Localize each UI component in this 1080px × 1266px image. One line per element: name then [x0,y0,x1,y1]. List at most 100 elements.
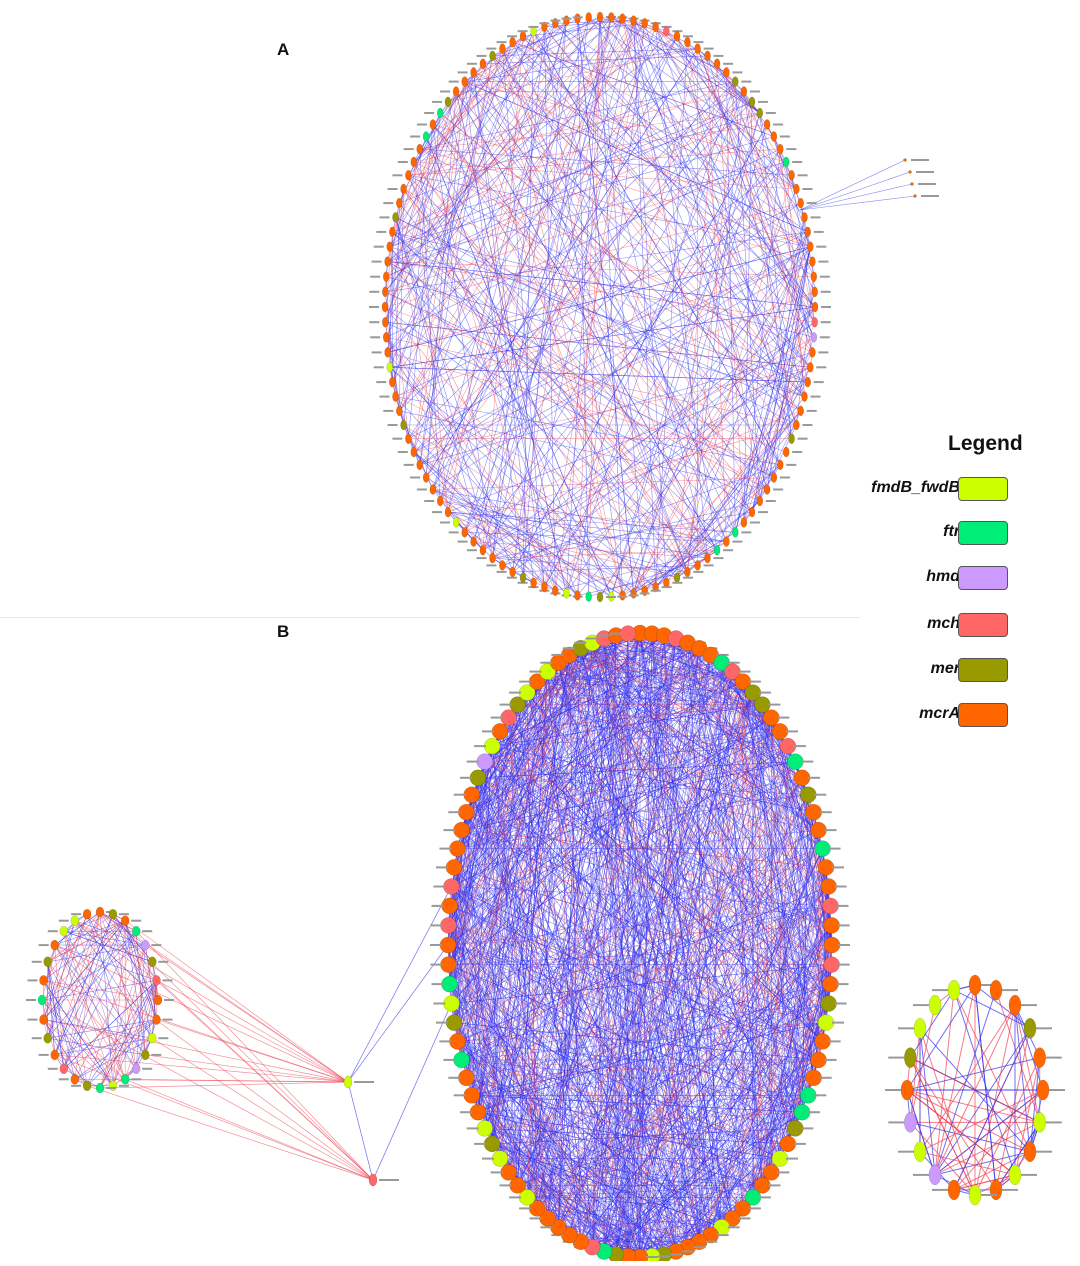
node-label-mark [106,1087,116,1089]
node-label-mark [821,321,831,323]
legend-item-mcra: mcrA [840,702,1040,728]
network-node [802,392,808,402]
node-label-mark [551,654,563,656]
network-node [674,573,680,583]
network-node [470,770,486,786]
network-node [809,257,815,267]
network-node [806,1070,822,1086]
node-label-mark [376,231,386,233]
node-label-mark [821,291,831,293]
network-node [631,16,637,26]
node-label-mark [777,717,789,719]
node-label-mark [885,1089,901,1091]
edge [493,17,612,558]
network-node [723,67,729,77]
node-label-mark [728,662,740,664]
network-node [824,917,840,933]
edge [404,36,523,189]
network-node [442,898,458,914]
edge [975,1005,1015,1195]
node-label-mark [758,511,768,513]
node-label-mark [814,381,824,383]
edge [433,125,717,551]
network-node [385,347,391,357]
node-label-mark [807,202,817,204]
legend-swatch [958,566,1008,590]
panel-label-a: A [277,40,289,60]
network-node [764,485,770,495]
node-label-mark [509,692,521,694]
network-node [563,588,569,598]
network-node [705,51,711,61]
node-label-mark [617,596,627,598]
node-label-mark [811,396,821,398]
node-label-mark [749,681,761,683]
node-label-mark [519,1207,531,1209]
network-node [430,485,436,495]
network-node [148,1033,156,1043]
edge [100,980,157,1088]
network-node [620,590,626,600]
node-label-mark [888,1121,904,1123]
node-label-mark [773,489,783,491]
node-label-mark [786,730,798,732]
node-label-mark [1021,1004,1037,1006]
node-label-mark [913,1004,929,1006]
network-node [141,940,149,950]
node-label-mark [798,174,808,176]
node-label-mark [780,477,790,479]
node-label-mark [792,451,802,453]
node-label-mark [786,148,796,150]
node-label-mark [39,944,49,946]
node-label-mark [704,48,714,50]
network-node [458,804,474,820]
node-label-mark [807,410,817,412]
node-label-mark [404,148,414,150]
node-label-mark [530,671,542,673]
node-label-mark [802,188,812,190]
node-label-mark [32,1037,42,1039]
network-node [153,1015,161,1025]
legend-swatch [958,613,1008,637]
network-node [393,392,399,402]
network-node [909,171,912,174]
legend-label: mcrA [919,705,960,723]
node-label-mark [818,261,828,263]
node-label-mark [1036,1151,1052,1153]
edge [373,1004,451,1181]
node-label-mark [768,1184,780,1186]
network-node [1024,1018,1036,1038]
node-label-mark [424,112,434,114]
node-label-mark [509,1196,521,1198]
node-label-mark [916,171,934,173]
network-node [763,710,779,726]
network-node [705,553,711,563]
node-label-mark [507,35,517,37]
network-node [914,1018,926,1038]
node-label-mark [798,438,808,440]
network-node [382,317,388,327]
node-label-mark [379,1179,399,1181]
node-label-mark [369,321,379,323]
network-node [499,560,505,570]
network-node [437,108,443,118]
node-label-mark [436,866,448,868]
network-node [44,957,52,967]
network-node [821,879,837,895]
network-node [914,1142,926,1162]
network-node [417,144,423,154]
network-node [714,59,720,69]
network-node [674,31,680,41]
network-node [798,406,804,416]
network-node [401,420,407,430]
network-node [442,976,458,992]
node-label-mark [629,594,639,596]
network-node [811,332,817,342]
network-node [96,1083,104,1093]
edge [64,1020,157,1069]
network-node [440,957,456,973]
node-label-mark [818,351,828,353]
node-label-mark [440,91,450,93]
node-label-mark [606,596,616,598]
node-label-mark [610,633,622,635]
